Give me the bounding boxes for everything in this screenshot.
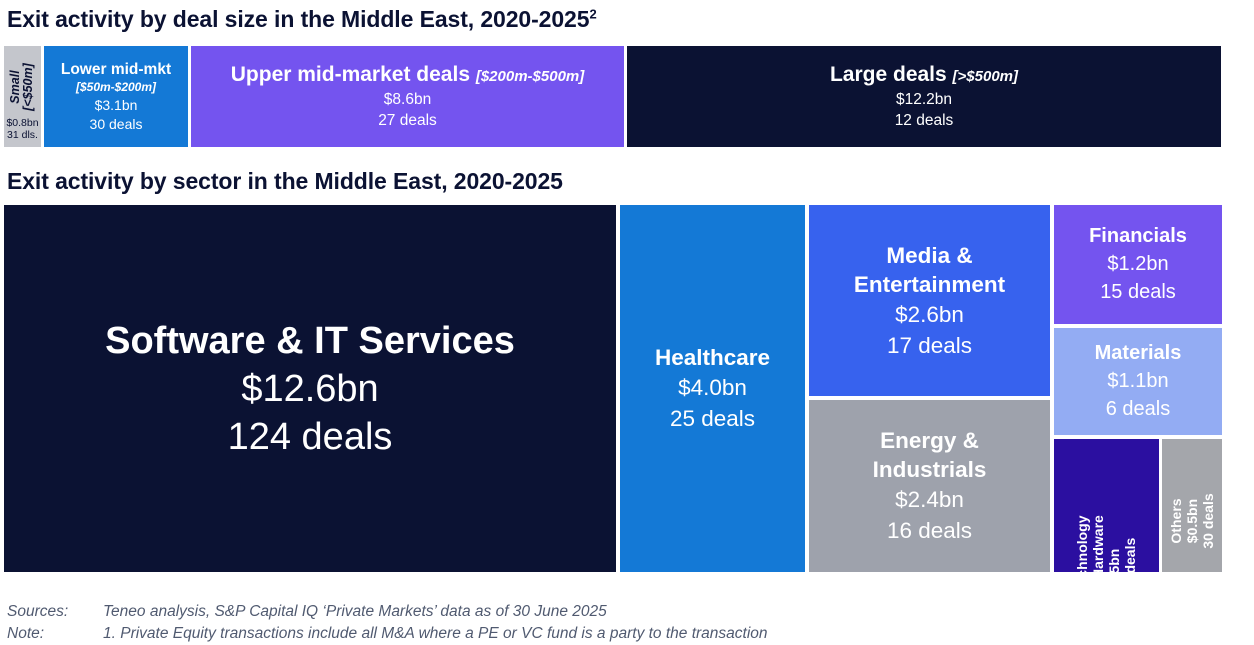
sector-block-energy-industrials: Energy & Industrials $2.4bn 16 deals bbox=[809, 400, 1050, 572]
others-label-rotated: Others $0.5bn 30 deals bbox=[1168, 471, 1216, 571]
financials-value: $1.2bn bbox=[1107, 253, 1169, 275]
others-deals: 30 deals bbox=[1200, 493, 1216, 549]
energy-title-line2: Industrials bbox=[872, 457, 987, 482]
note-text: 1. Private Equity transactions include a… bbox=[103, 625, 768, 642]
note-line: Note: 1. Private Equity transactions incl… bbox=[7, 625, 768, 643]
tech-title-line1: Technology bbox=[1074, 515, 1090, 572]
software-deals: 124 deals bbox=[227, 415, 393, 458]
deal-size-block-large: Large deals [>$500m] $12.2bn 12 deals bbox=[627, 46, 1221, 147]
title-footnote-marker: 2 bbox=[589, 6, 597, 22]
lower-mid-value: $3.1bn bbox=[94, 96, 138, 113]
deal-size-title-text: Exit activity by deal size in the Middle… bbox=[7, 6, 590, 32]
materials-title: Materials bbox=[1094, 342, 1182, 364]
energy-deals: 16 deals bbox=[886, 518, 973, 543]
software-value: $12.6bn bbox=[241, 367, 379, 410]
materials-value: $1.1bn bbox=[1107, 370, 1169, 392]
large-deals: 12 deals bbox=[894, 112, 954, 129]
energy-value: $2.4bn bbox=[895, 487, 964, 512]
healthcare-title: Healthcare bbox=[654, 345, 771, 370]
media-title-line1: Media & bbox=[886, 242, 973, 268]
sources-label: Sources: bbox=[7, 603, 69, 620]
sector-block-healthcare: Healthcare $4.0bn 25 deals bbox=[620, 205, 805, 572]
sector-block-software-it: Software & IT Services $12.6bn 124 deals bbox=[4, 205, 616, 572]
tech-title-line2: & Hardware bbox=[1090, 515, 1106, 572]
media-value: $2.6bn bbox=[895, 301, 964, 327]
upper-mid-value: $8.6bn bbox=[383, 91, 432, 108]
financials-title: Financials bbox=[1089, 225, 1187, 247]
materials-deals: 6 deals bbox=[1105, 398, 1171, 420]
upper-mid-title: Upper mid-market deals bbox=[230, 63, 470, 86]
others-value: $0.5bn bbox=[1184, 498, 1200, 544]
tech-value: $0.5bn bbox=[1106, 548, 1122, 572]
sector-block-technology-hardware: Technology & Hardware $0.5bn 10 deals bbox=[1054, 439, 1159, 572]
energy-title-line1: Energy & bbox=[880, 428, 979, 453]
media-title-line2: Entertainment bbox=[853, 271, 1006, 297]
others-title: Others bbox=[1168, 498, 1184, 544]
large-range: [>$500m] bbox=[952, 68, 1019, 85]
deal-size-block-small: Small [<$50m] $0.8bn 31 dls. bbox=[4, 46, 41, 147]
sector-block-financials: Financials $1.2bn 15 deals bbox=[1054, 205, 1222, 324]
small-range: [<$50m] bbox=[21, 63, 35, 111]
note-label: Note: bbox=[7, 625, 45, 642]
software-title: Software & IT Services bbox=[105, 319, 515, 362]
lower-mid-range: [$50m-$200m] bbox=[75, 79, 157, 94]
small-label: Small [<$50m] bbox=[8, 52, 35, 122]
small-values: $0.8bn 31 dls. bbox=[4, 117, 41, 141]
media-deals: 17 deals bbox=[886, 332, 973, 358]
sources-line: Sources: Teneo analysis, S&P Capital IQ ‘… bbox=[7, 603, 607, 621]
sector-block-others: Others $0.5bn 30 deals bbox=[1162, 439, 1222, 572]
financials-deals: 15 deals bbox=[1100, 281, 1176, 303]
upper-mid-range: [$200m-$500m] bbox=[475, 68, 585, 85]
sector-chart-title: Exit activity by sector in the Middle Ea… bbox=[7, 168, 563, 194]
tech-label-rotated: Technology & Hardware $0.5bn 10 deals bbox=[1074, 465, 1138, 572]
deal-size-block-upper-mid-market: Upper mid-market deals [$200m-$500m] $8.… bbox=[191, 46, 624, 147]
deal-size-chart-title: Exit activity by deal size in the Middle… bbox=[7, 6, 597, 33]
lower-mid-deals: 30 deals bbox=[89, 115, 143, 132]
upper-mid-deals: 27 deals bbox=[378, 112, 437, 129]
small-value: $0.8bn bbox=[6, 117, 39, 129]
lower-mid-title: Lower mid-mkt bbox=[60, 60, 172, 78]
tech-deals: 10 deals bbox=[1122, 537, 1138, 572]
upper-mid-heading: Upper mid-market deals [$200m-$500m] bbox=[231, 62, 585, 89]
sector-block-materials: Materials $1.1bn 6 deals bbox=[1054, 328, 1222, 435]
small-deals: 31 dls. bbox=[7, 129, 38, 141]
large-value: $12.2bn bbox=[895, 91, 953, 108]
large-heading: Large deals [>$500m] bbox=[830, 62, 1018, 89]
healthcare-deals: 25 deals bbox=[669, 406, 756, 431]
large-title: Large deals bbox=[829, 63, 947, 86]
sources-text: Teneo analysis, S&P Capital IQ ‘Private … bbox=[103, 603, 607, 620]
healthcare-value: $4.0bn bbox=[678, 375, 747, 400]
sector-block-media-entertainment: Media & Entertainment $2.6bn 17 deals bbox=[809, 205, 1050, 396]
deal-size-block-lower-mid-mkt: Lower mid-mkt [$50m-$200m] $3.1bn 30 dea… bbox=[44, 46, 188, 147]
